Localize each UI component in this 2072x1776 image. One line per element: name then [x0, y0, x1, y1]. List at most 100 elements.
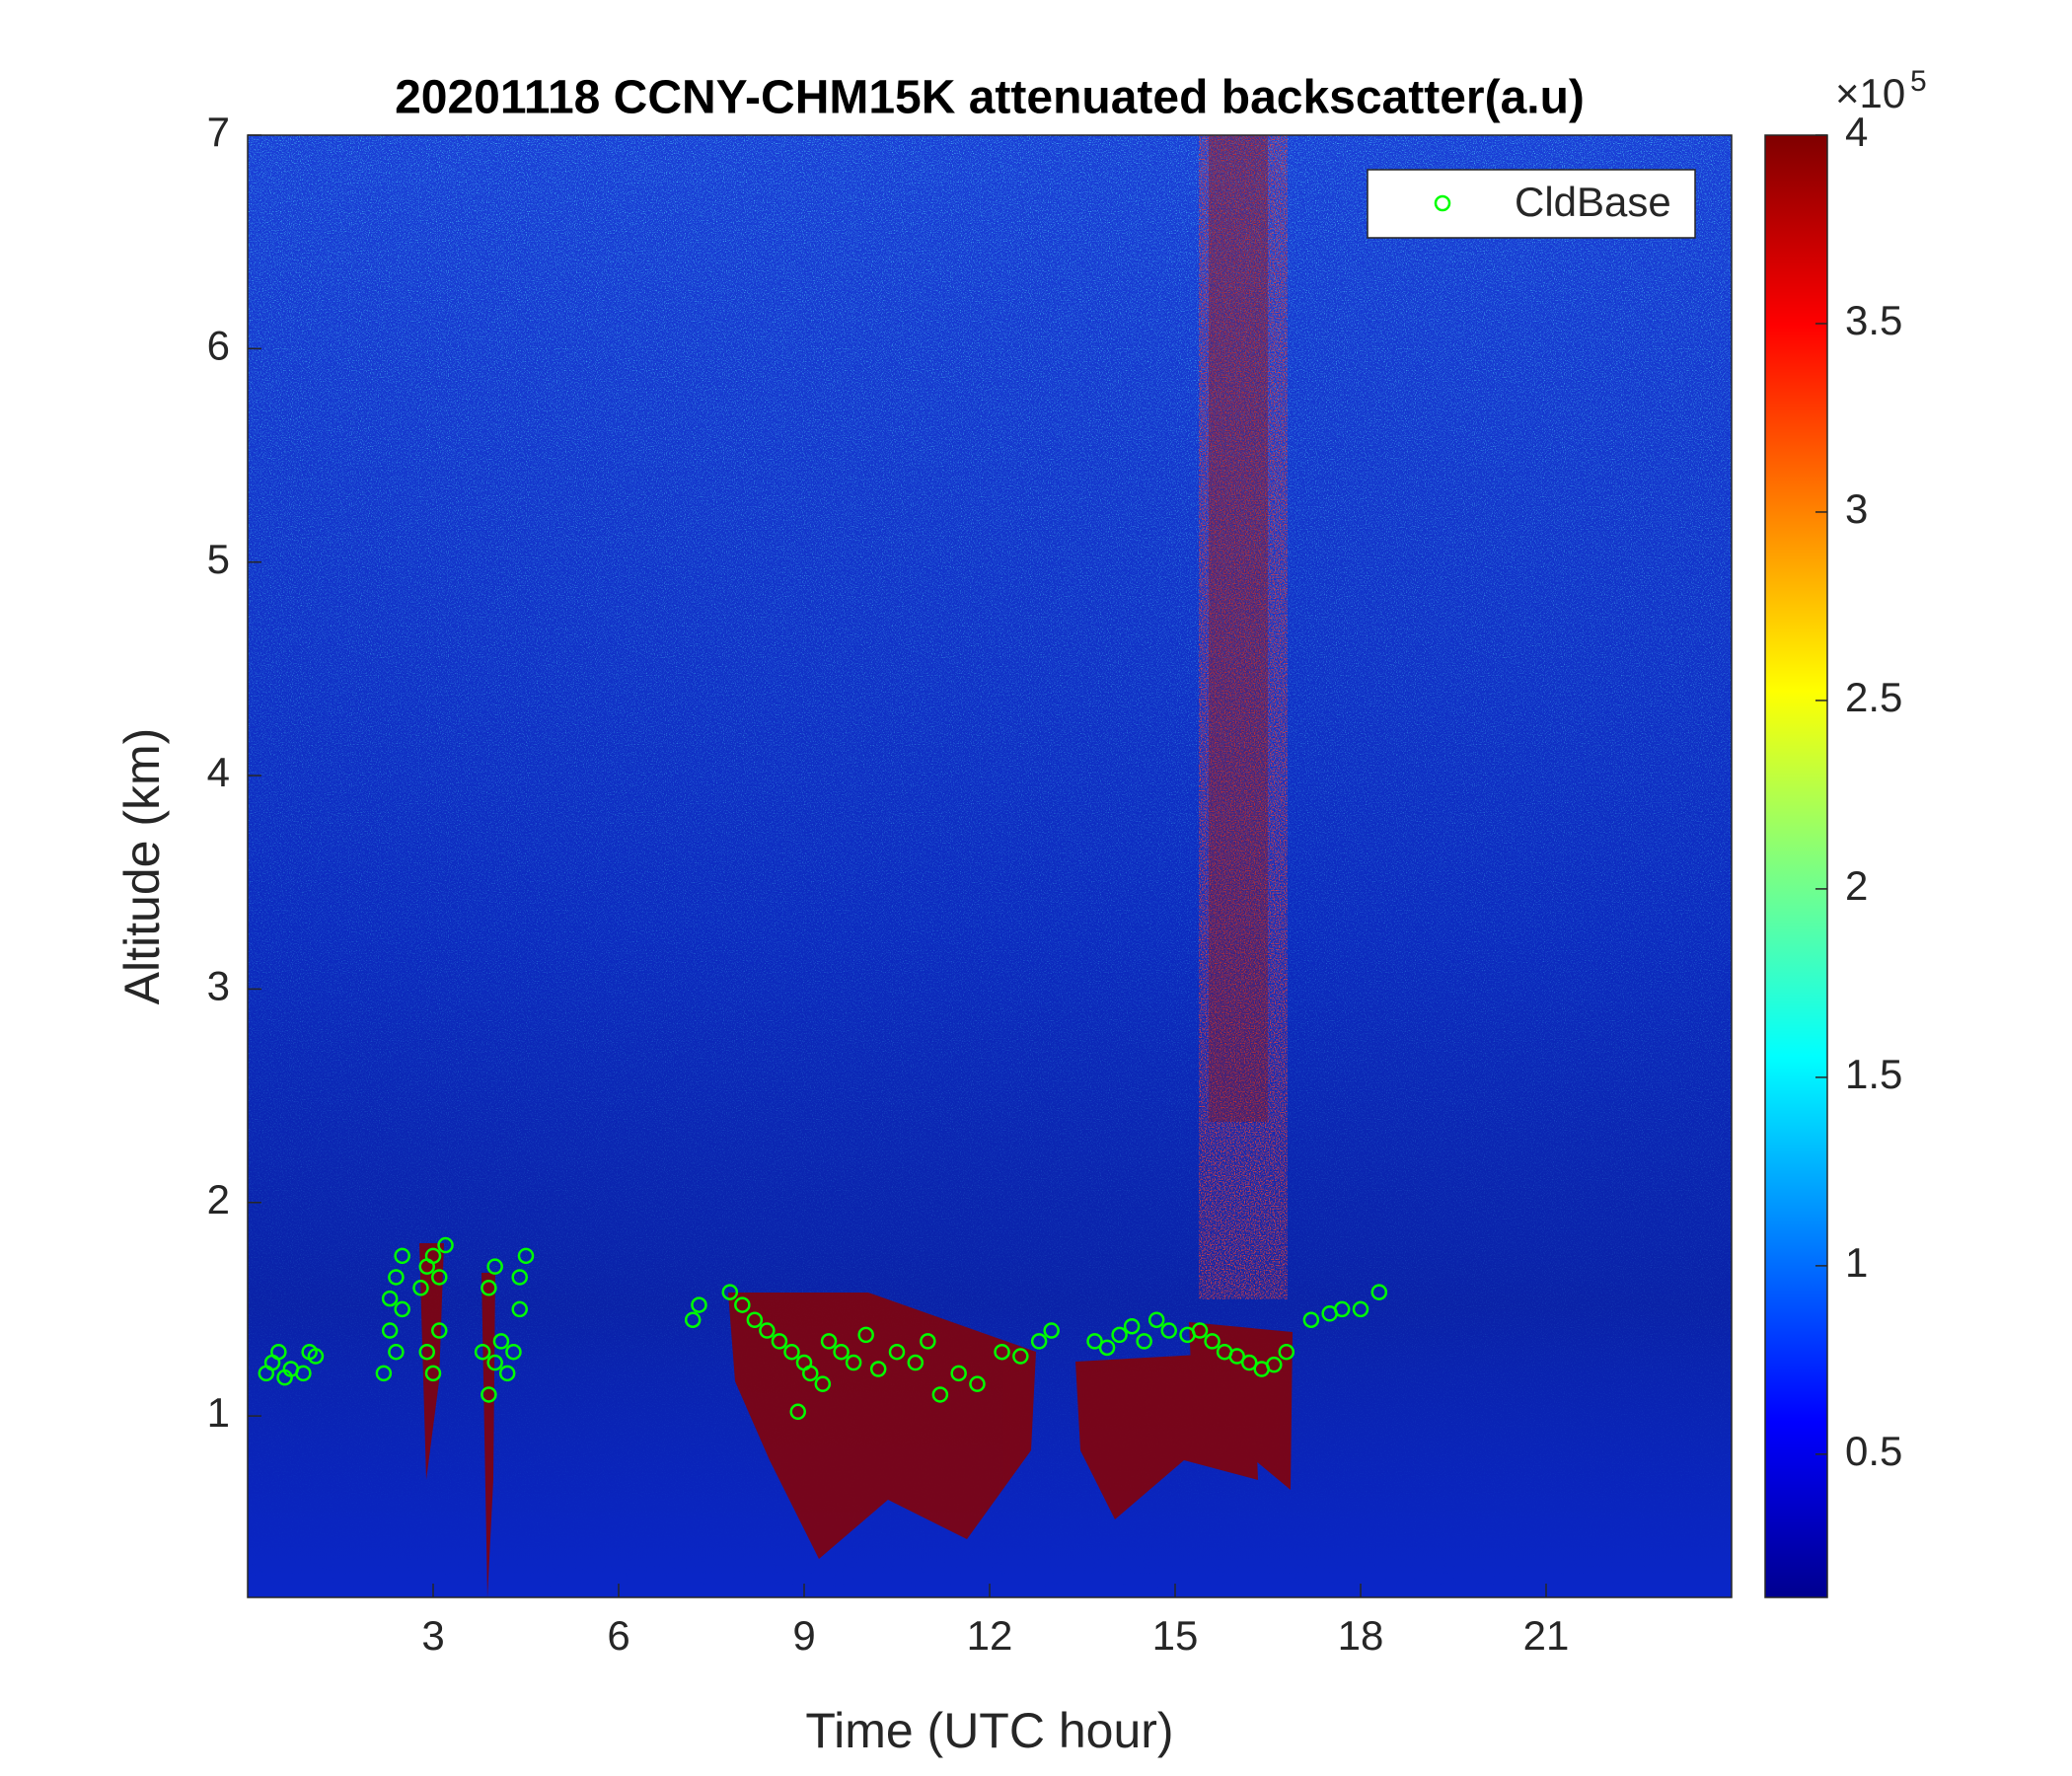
- cloud-base-point: [1302, 1311, 1320, 1328]
- colorbar-tick-label: 2: [1845, 862, 1868, 909]
- cloud-base-point: [833, 1343, 850, 1361]
- cloud-base-point: [789, 1403, 806, 1421]
- cloud-base-point: [969, 1375, 986, 1392]
- cloud-base-point: [734, 1296, 751, 1313]
- legend-box: [1367, 169, 1696, 239]
- cloud-base-point: [418, 1343, 435, 1361]
- x-tick-label: 6: [607, 1612, 629, 1659]
- x-tick-label: 12: [967, 1612, 1013, 1659]
- cloud-base-point: [437, 1236, 454, 1254]
- cloud-base-point: [721, 1284, 739, 1300]
- cloud-base-point: [1266, 1356, 1283, 1373]
- cloud-base-point: [1086, 1333, 1103, 1350]
- cloud-base-point: [1333, 1300, 1351, 1318]
- cloud-base-point: [1147, 1311, 1165, 1328]
- cloud-base-point: [381, 1290, 399, 1307]
- cloud-base-point: [388, 1269, 405, 1286]
- cloud-base-point: [1204, 1333, 1221, 1350]
- colorbar-tick-label: 0.5: [1845, 1428, 1902, 1474]
- cloud-base-point: [931, 1386, 949, 1403]
- cloud-base-point: [802, 1365, 819, 1382]
- cloud-base-point: [505, 1343, 522, 1361]
- cloud-base-point: [517, 1247, 535, 1265]
- cloud-base-point: [1352, 1300, 1369, 1318]
- colorbar-exponent: 5: [1910, 65, 1927, 98]
- colorbar-tick-label: 2.5: [1845, 674, 1902, 720]
- cloud-base-point: [1123, 1317, 1141, 1335]
- cloud-base-point: [481, 1386, 497, 1403]
- cloud-base-point: [492, 1333, 510, 1350]
- cloud-base-point: [270, 1343, 287, 1361]
- y-axis-label: Altitude (km): [114, 728, 170, 1005]
- y-tick-label: 7: [207, 109, 230, 155]
- heatmap: [248, 135, 1732, 1597]
- y-tick-label: 2: [207, 1176, 230, 1222]
- cloud-base-point: [511, 1300, 528, 1318]
- legend-marker: [1434, 194, 1451, 212]
- colorbar-tick-label: 1.5: [1845, 1051, 1902, 1097]
- cloud-base-point: [1191, 1322, 1209, 1339]
- cloud-base-point: [869, 1361, 887, 1377]
- cloud-base-point: [684, 1311, 702, 1328]
- cloud-base-point: [1278, 1343, 1295, 1361]
- y-tick-label: 3: [207, 962, 230, 1008]
- cloud-base-point: [814, 1375, 832, 1392]
- cloud-base-point: [1370, 1284, 1388, 1300]
- cloud-base-point: [486, 1258, 503, 1275]
- cloud-base-point: [1228, 1348, 1245, 1365]
- legend: CldBase: [1367, 169, 1696, 239]
- cloud-base-point: [431, 1322, 448, 1339]
- cloud-base-point: [394, 1247, 410, 1265]
- cloud-base-point: [1030, 1333, 1048, 1350]
- cloud-base-point: [511, 1269, 528, 1286]
- cloud-base-point: [307, 1348, 325, 1365]
- cloud-base-point: [486, 1354, 503, 1371]
- chart-title: 20201118 CCNY-CHM15K attenuated backscat…: [395, 72, 1585, 124]
- cloud-base-point: [950, 1365, 967, 1382]
- cloud-base-point: [857, 1326, 874, 1344]
- x-tick-label: 3: [421, 1612, 444, 1659]
- cloud-base-point: [498, 1365, 516, 1382]
- cloud-base-point: [1111, 1326, 1128, 1344]
- cloud-base-point: [845, 1354, 862, 1371]
- cloud-base-point: [424, 1365, 442, 1382]
- colorbar: [1764, 134, 1828, 1598]
- y-tick-label: 1: [207, 1389, 230, 1436]
- x-tick-label: 15: [1152, 1612, 1199, 1659]
- x-tick-label: 21: [1523, 1612, 1570, 1659]
- cloud-base-point: [481, 1280, 497, 1296]
- cloud-base-point: [388, 1343, 405, 1361]
- cloud-base-point: [994, 1343, 1010, 1361]
- colorbar-tick-label: 1: [1845, 1239, 1868, 1286]
- colorbar-tick-label: 3.5: [1845, 297, 1902, 343]
- cloud-base-point: [375, 1365, 393, 1382]
- cloud-base-point: [1160, 1322, 1177, 1339]
- cloud-base-point: [412, 1280, 429, 1296]
- cloud-base-point: [783, 1343, 800, 1361]
- cloud-base-point: [474, 1343, 491, 1361]
- y-tick-label: 5: [207, 536, 230, 582]
- cloud-base-point: [907, 1354, 925, 1371]
- cloud-base-point: [771, 1333, 788, 1350]
- cloud-base-point: [424, 1247, 442, 1265]
- cloud-base-point: [1098, 1339, 1116, 1357]
- cloud-base-point: [394, 1300, 410, 1318]
- cloud-base-point: [1136, 1333, 1152, 1350]
- cloud-base-point: [1012, 1348, 1029, 1365]
- cloud-base-point: [746, 1311, 764, 1328]
- cloud-base-point: [759, 1322, 776, 1339]
- cloud-base-point: [431, 1269, 448, 1286]
- x-axis-label: Time (UTC hour): [805, 1703, 1173, 1758]
- x-tick-label: 18: [1338, 1612, 1384, 1659]
- cloud-base-point: [1240, 1354, 1258, 1371]
- colorbar-tick-label: 4: [1845, 109, 1868, 155]
- y-tick-label: 4: [207, 749, 230, 795]
- colorbar-tick-label: 3: [1845, 485, 1868, 532]
- y-tick-label: 6: [207, 322, 230, 368]
- cloud-base-point: [295, 1365, 312, 1382]
- cloud-base-point: [381, 1322, 399, 1339]
- legend-label: CldBase: [1515, 179, 1671, 225]
- cloud-base-point: [820, 1333, 838, 1350]
- cloud-base-point: [1043, 1322, 1060, 1339]
